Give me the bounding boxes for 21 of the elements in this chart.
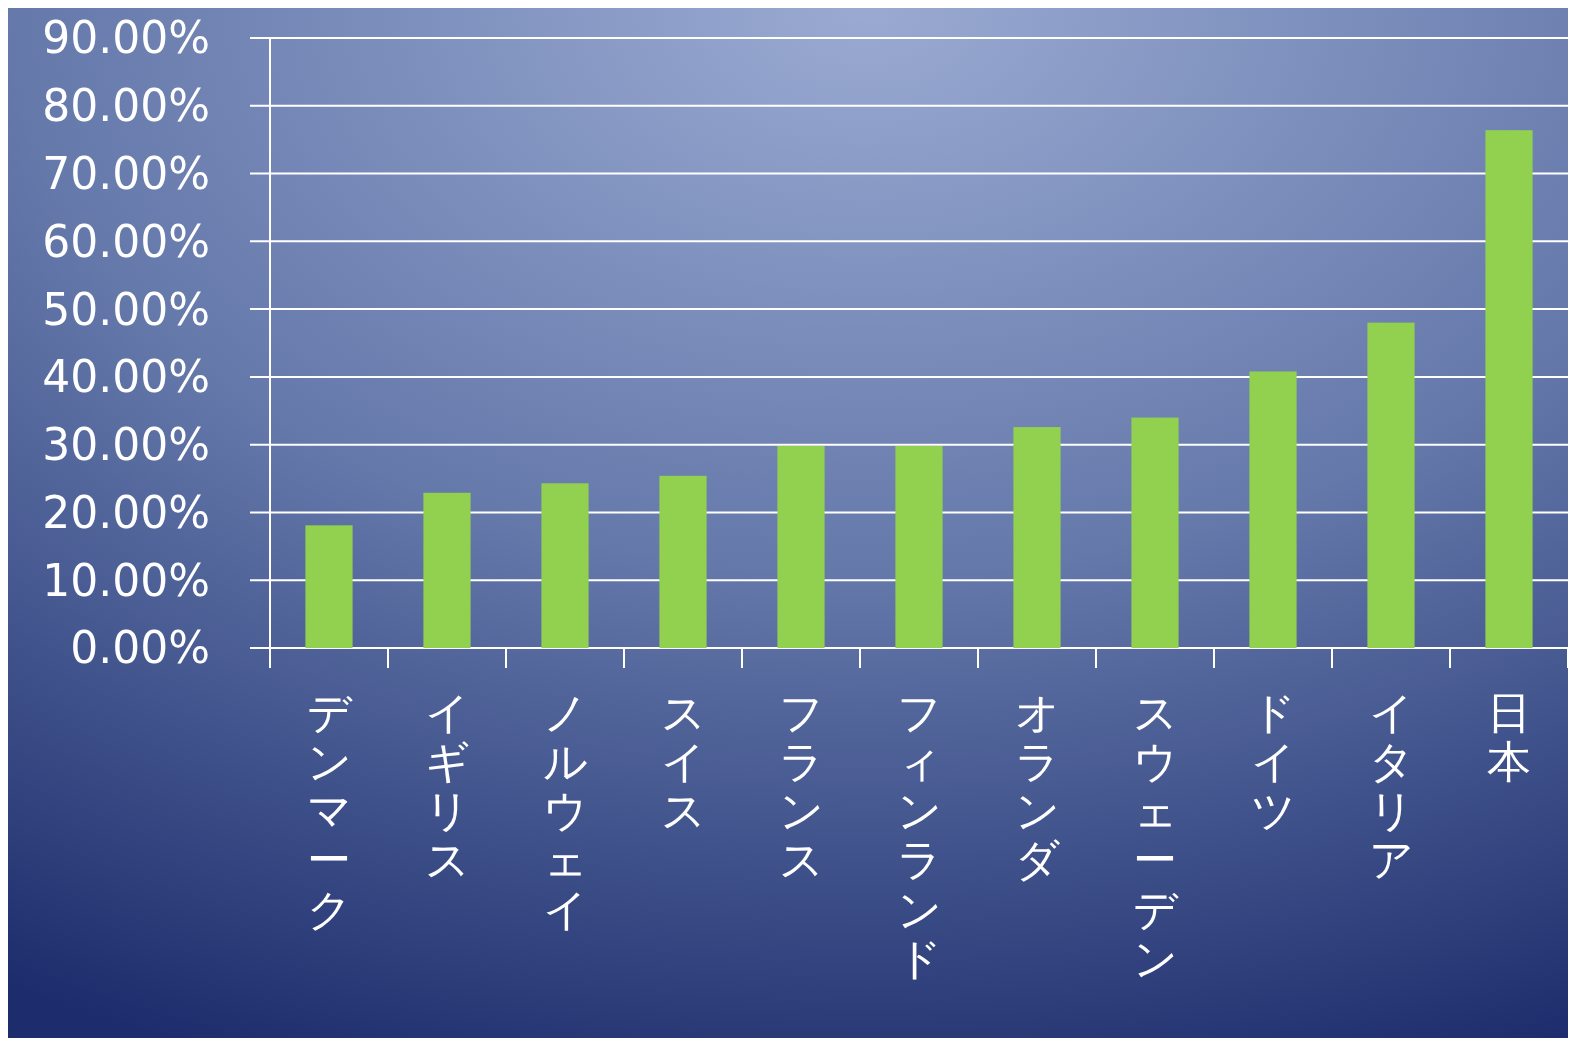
y-tick-label: 0.00% <box>70 622 210 674</box>
y-tick-label: 20.00% <box>42 486 210 538</box>
y-tick-label: 40.00% <box>42 351 210 403</box>
x-tick-label: オランダ <box>1014 686 1060 886</box>
y-tick-label: 80.00% <box>42 80 210 132</box>
x-tick-label: デンマーク <box>306 686 353 935</box>
y-tick-label: 70.00% <box>42 147 210 199</box>
y-tick-label: 10.00% <box>42 554 210 606</box>
y-tick-label: 30.00% <box>42 419 210 471</box>
x-tick-label: スウェーデン <box>1132 686 1179 984</box>
x-tick-label: イギリス <box>424 686 470 886</box>
x-tick-label: 日本 <box>1487 686 1531 787</box>
y-tick-label: 50.00% <box>42 283 210 335</box>
x-tick-label: フランス <box>778 686 824 886</box>
x-tick-label: スイス <box>660 686 706 837</box>
y-tick-label: 90.00% <box>42 12 210 64</box>
x-tick-label: イタリア <box>1368 686 1414 886</box>
x-tick-label: フィンランド <box>896 686 942 984</box>
y-tick-label: 60.00% <box>42 215 210 267</box>
x-tick-label: ドイツ <box>1250 686 1296 837</box>
x-tick-label: ノルウェイ <box>542 686 588 935</box>
